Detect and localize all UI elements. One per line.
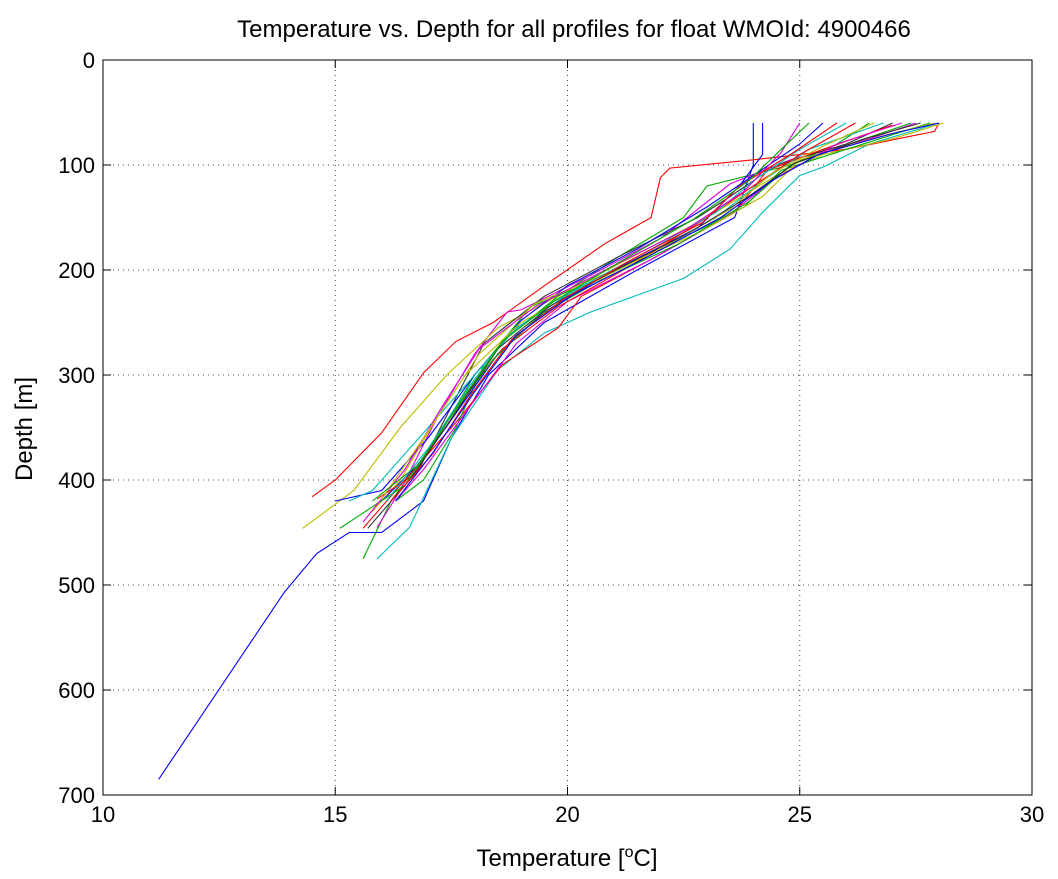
x-tick-label: 30 bbox=[1020, 802, 1044, 827]
x-tick-label: 15 bbox=[323, 802, 347, 827]
profile-line-9 bbox=[362, 124, 893, 529]
x-axis-label-superscript: o bbox=[625, 844, 634, 861]
y-tick-label: 0 bbox=[83, 48, 95, 73]
y-tick-label: 100 bbox=[58, 153, 95, 178]
profile-line-20 bbox=[367, 122, 921, 529]
grid-lines bbox=[103, 60, 1032, 795]
profile-lines bbox=[158, 122, 944, 780]
profile-line-3 bbox=[362, 122, 870, 560]
x-axis-label: Temperature [oC] bbox=[477, 844, 658, 872]
x-tick-label: 25 bbox=[788, 802, 812, 827]
x-axis-label-suffix: C] bbox=[633, 845, 657, 872]
y-axis-label: Depth [m] bbox=[11, 377, 38, 481]
profile-line-7 bbox=[390, 122, 893, 502]
profile-line-11 bbox=[348, 122, 884, 502]
y-tick-label: 500 bbox=[58, 573, 95, 598]
profile-line-10 bbox=[395, 122, 930, 502]
y-tick-label: 400 bbox=[58, 468, 95, 493]
profile-line-5 bbox=[376, 122, 917, 528]
profile-line-19 bbox=[381, 122, 875, 500]
profile-line-23 bbox=[372, 122, 810, 502]
y-tick-label: 200 bbox=[58, 258, 95, 283]
profile-line-12 bbox=[395, 122, 903, 502]
profile-line-13 bbox=[371, 122, 935, 512]
profile-line-4 bbox=[376, 122, 940, 560]
profile-line-6 bbox=[302, 122, 944, 529]
chart-title: Temperature vs. Depth for all profiles f… bbox=[237, 16, 911, 43]
x-tick-label: 10 bbox=[91, 802, 115, 827]
y-tick-label: 700 bbox=[58, 783, 95, 808]
profile-line-22 bbox=[395, 122, 940, 502]
profile-line-2 bbox=[311, 122, 940, 498]
x-tick-label: 20 bbox=[555, 802, 579, 827]
profile-line-1 bbox=[158, 123, 754, 780]
y-tick-label: 600 bbox=[58, 678, 95, 703]
y-tick-label: 300 bbox=[58, 363, 95, 388]
profile-line-17 bbox=[385, 122, 847, 502]
x-axis-label-prefix: Temperature [ bbox=[477, 845, 625, 872]
